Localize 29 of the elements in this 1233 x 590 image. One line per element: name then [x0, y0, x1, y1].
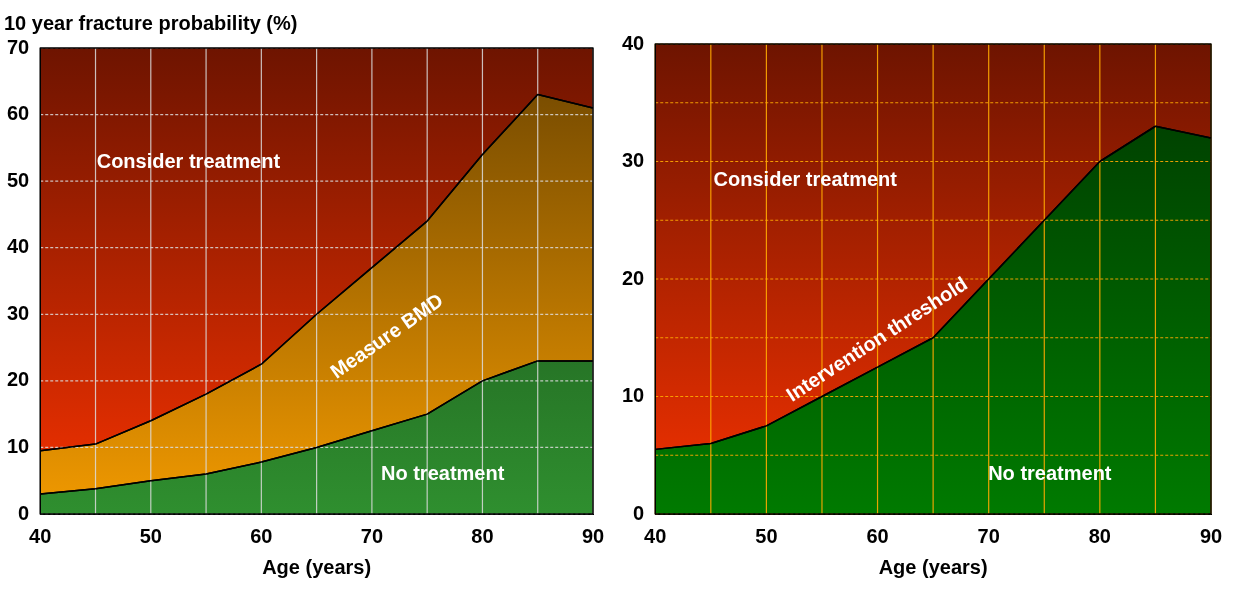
y-tick-label: 70	[7, 35, 30, 58]
x-tick-label: 80	[1088, 524, 1111, 547]
y-tick-label: 50	[7, 168, 30, 191]
y-tick-label: 0	[633, 501, 645, 524]
chart-title: 10 year fracture probability (%)	[4, 11, 298, 34]
x-tick-label: 90	[581, 524, 605, 547]
x-axis-title: Age (years)	[262, 555, 372, 578]
x-tick-label: 50	[139, 524, 162, 547]
x-axis-title: Age (years)	[878, 555, 988, 578]
y-tick-label: 30	[7, 301, 30, 324]
annotation: Consider treatment	[713, 167, 898, 190]
x-tick-label: 70	[977, 524, 1000, 547]
y-tick-label: 40	[622, 31, 645, 54]
y-tick-label: 20	[7, 368, 30, 391]
x-tick-label: 60	[250, 524, 273, 547]
y-tick-label: 40	[7, 235, 30, 258]
y-tick-label: 30	[622, 149, 645, 172]
y-tick-label: 20	[622, 266, 645, 289]
x-tick-label: 50	[755, 524, 778, 547]
x-tick-label: 40	[29, 524, 52, 547]
y-tick-label: 60	[7, 102, 30, 125]
y-tick-label: 0	[18, 501, 30, 524]
x-tick-label: 60	[866, 524, 889, 547]
y-tick-label: 10	[7, 434, 30, 457]
x-tick-label: 90	[1199, 524, 1223, 547]
x-tick-label: 40	[644, 524, 667, 547]
y-tick-label: 10	[622, 384, 645, 407]
x-tick-label: 80	[471, 524, 494, 547]
x-tick-label: 70	[360, 524, 384, 547]
